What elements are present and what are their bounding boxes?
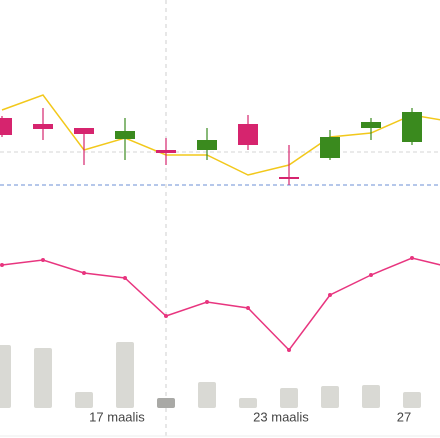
volume-bar (321, 386, 339, 408)
volume-bar (116, 342, 134, 408)
line-marker (41, 258, 45, 262)
volume-bar (157, 398, 175, 408)
line-series (1, 257, 440, 352)
line-marker (287, 348, 291, 352)
candle-body (0, 118, 12, 135)
volume-bar (0, 345, 11, 408)
line-marker (246, 306, 250, 310)
candle-body (156, 150, 176, 153)
x-tick-label: 23 maalis (253, 409, 309, 424)
candle-body (33, 124, 53, 129)
candle-body (279, 177, 299, 179)
volume-bar (198, 382, 216, 408)
candle-body (320, 137, 340, 158)
candle-body (115, 131, 135, 139)
candle-body (74, 128, 94, 134)
line-marker (328, 293, 332, 297)
volume-bar (280, 388, 298, 408)
candle-body (402, 112, 422, 142)
line-series (1, 94, 440, 176)
volume-bar (239, 398, 257, 408)
candle-body (361, 122, 381, 128)
line-marker (123, 276, 127, 280)
line-marker (82, 271, 86, 275)
volume-bar (34, 348, 52, 408)
volume-bar (403, 392, 421, 408)
x-tick-label: 27 (397, 409, 411, 424)
candle-body (238, 124, 258, 145)
volume-bar (362, 385, 380, 408)
candle-body (197, 140, 217, 150)
x-tick-label: 17 maalis (89, 409, 145, 424)
line-marker (164, 314, 168, 318)
volume-bar (75, 392, 93, 408)
line-marker (0, 263, 4, 267)
line-marker (369, 273, 373, 277)
line-marker (410, 256, 414, 260)
line-marker (205, 300, 209, 304)
